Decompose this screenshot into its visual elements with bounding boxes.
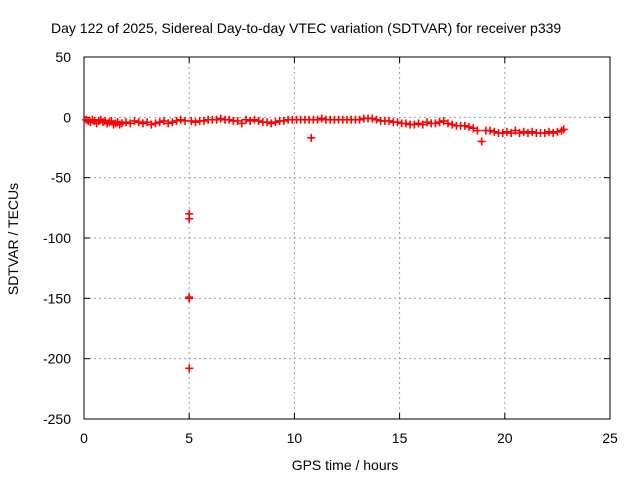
grid-lines [84,57,610,419]
data-point [540,129,549,138]
data-point [523,129,532,138]
data-point [191,118,200,127]
data-point [511,126,520,135]
data-point [372,115,381,124]
data-point [250,115,259,124]
data-point [134,118,143,127]
data-point [559,125,568,134]
data-point [368,114,377,123]
plot-frame [83,56,611,420]
data-point [147,120,156,129]
data-point [117,119,126,128]
data-point [469,124,478,133]
data-point [355,115,364,124]
data-point [151,119,160,128]
data-point [519,127,528,136]
x-tick-label: 15 [392,430,408,446]
data-point [199,116,208,125]
data-point [414,119,423,128]
x-tick-label: 10 [287,430,303,446]
data-point [544,127,553,136]
y-tick-label: -200 [43,351,71,367]
data-point [553,127,562,136]
data-point [242,115,251,124]
y-axis-label: SDTVAR / TECUs [5,183,21,295]
data-points [82,114,568,373]
data-point [185,364,194,373]
data-point [502,127,511,136]
data-point [431,119,440,128]
data-point [159,116,168,125]
data-point [233,116,242,125]
data-point [271,118,280,127]
data-point [130,116,139,125]
data-point [216,114,225,123]
data-point [168,118,177,127]
data-point [212,115,221,124]
y-tick-label: -50 [51,170,71,186]
data-point [486,126,495,135]
x-tick-label: 0 [80,430,88,446]
data-point [401,119,410,128]
data-point [507,129,516,138]
data-point [155,118,164,127]
data-point [263,118,272,127]
data-point [237,119,246,128]
y-tick-label: 50 [55,49,71,65]
y-tick-label: 0 [63,109,71,125]
data-point [185,214,194,223]
chart-title: Day 122 of 2025, Sidereal Day-to-day VTE… [51,20,561,36]
data-point [279,116,288,125]
data-point [138,119,147,128]
y-tick-label: -100 [43,230,71,246]
data-point [528,127,537,136]
data-point [443,119,452,128]
data-point [448,120,457,129]
data-point [385,116,394,125]
y-tick-label: -250 [43,411,71,427]
data-point [490,127,499,136]
data-point [143,118,152,127]
data-point [185,294,194,303]
data-point [418,120,427,129]
data-point [473,126,482,135]
data-point [187,116,196,125]
data-point [477,137,486,146]
x-tick-label: 20 [497,430,513,446]
data-point [465,122,474,131]
data-point [422,118,431,127]
data-point [172,116,181,125]
data-point [317,114,326,123]
data-point [267,119,276,128]
data-point [460,121,469,130]
data-point [549,129,558,138]
data-point [313,115,322,124]
data-point [126,119,135,128]
data-point [307,133,316,142]
data-point [515,129,524,138]
x-axis-label: GPS time / hours [292,457,399,473]
data-point [439,116,448,125]
data-point [393,118,402,127]
data-point [498,129,507,138]
axis-ticks: 0 5 10 15 20 25 50 0 -50 -100 -150 -200 -250 [43,49,618,446]
data-point [410,120,419,129]
data-point [176,115,185,124]
data-point [246,116,255,125]
data-point [122,118,131,127]
data-point [254,116,263,125]
data-point [225,115,234,124]
y-tick-label: -150 [43,290,71,306]
data-point [164,119,173,128]
data-point [435,118,444,127]
x-tick-label: 5 [185,430,193,446]
x-tick-label: 25 [602,430,618,446]
